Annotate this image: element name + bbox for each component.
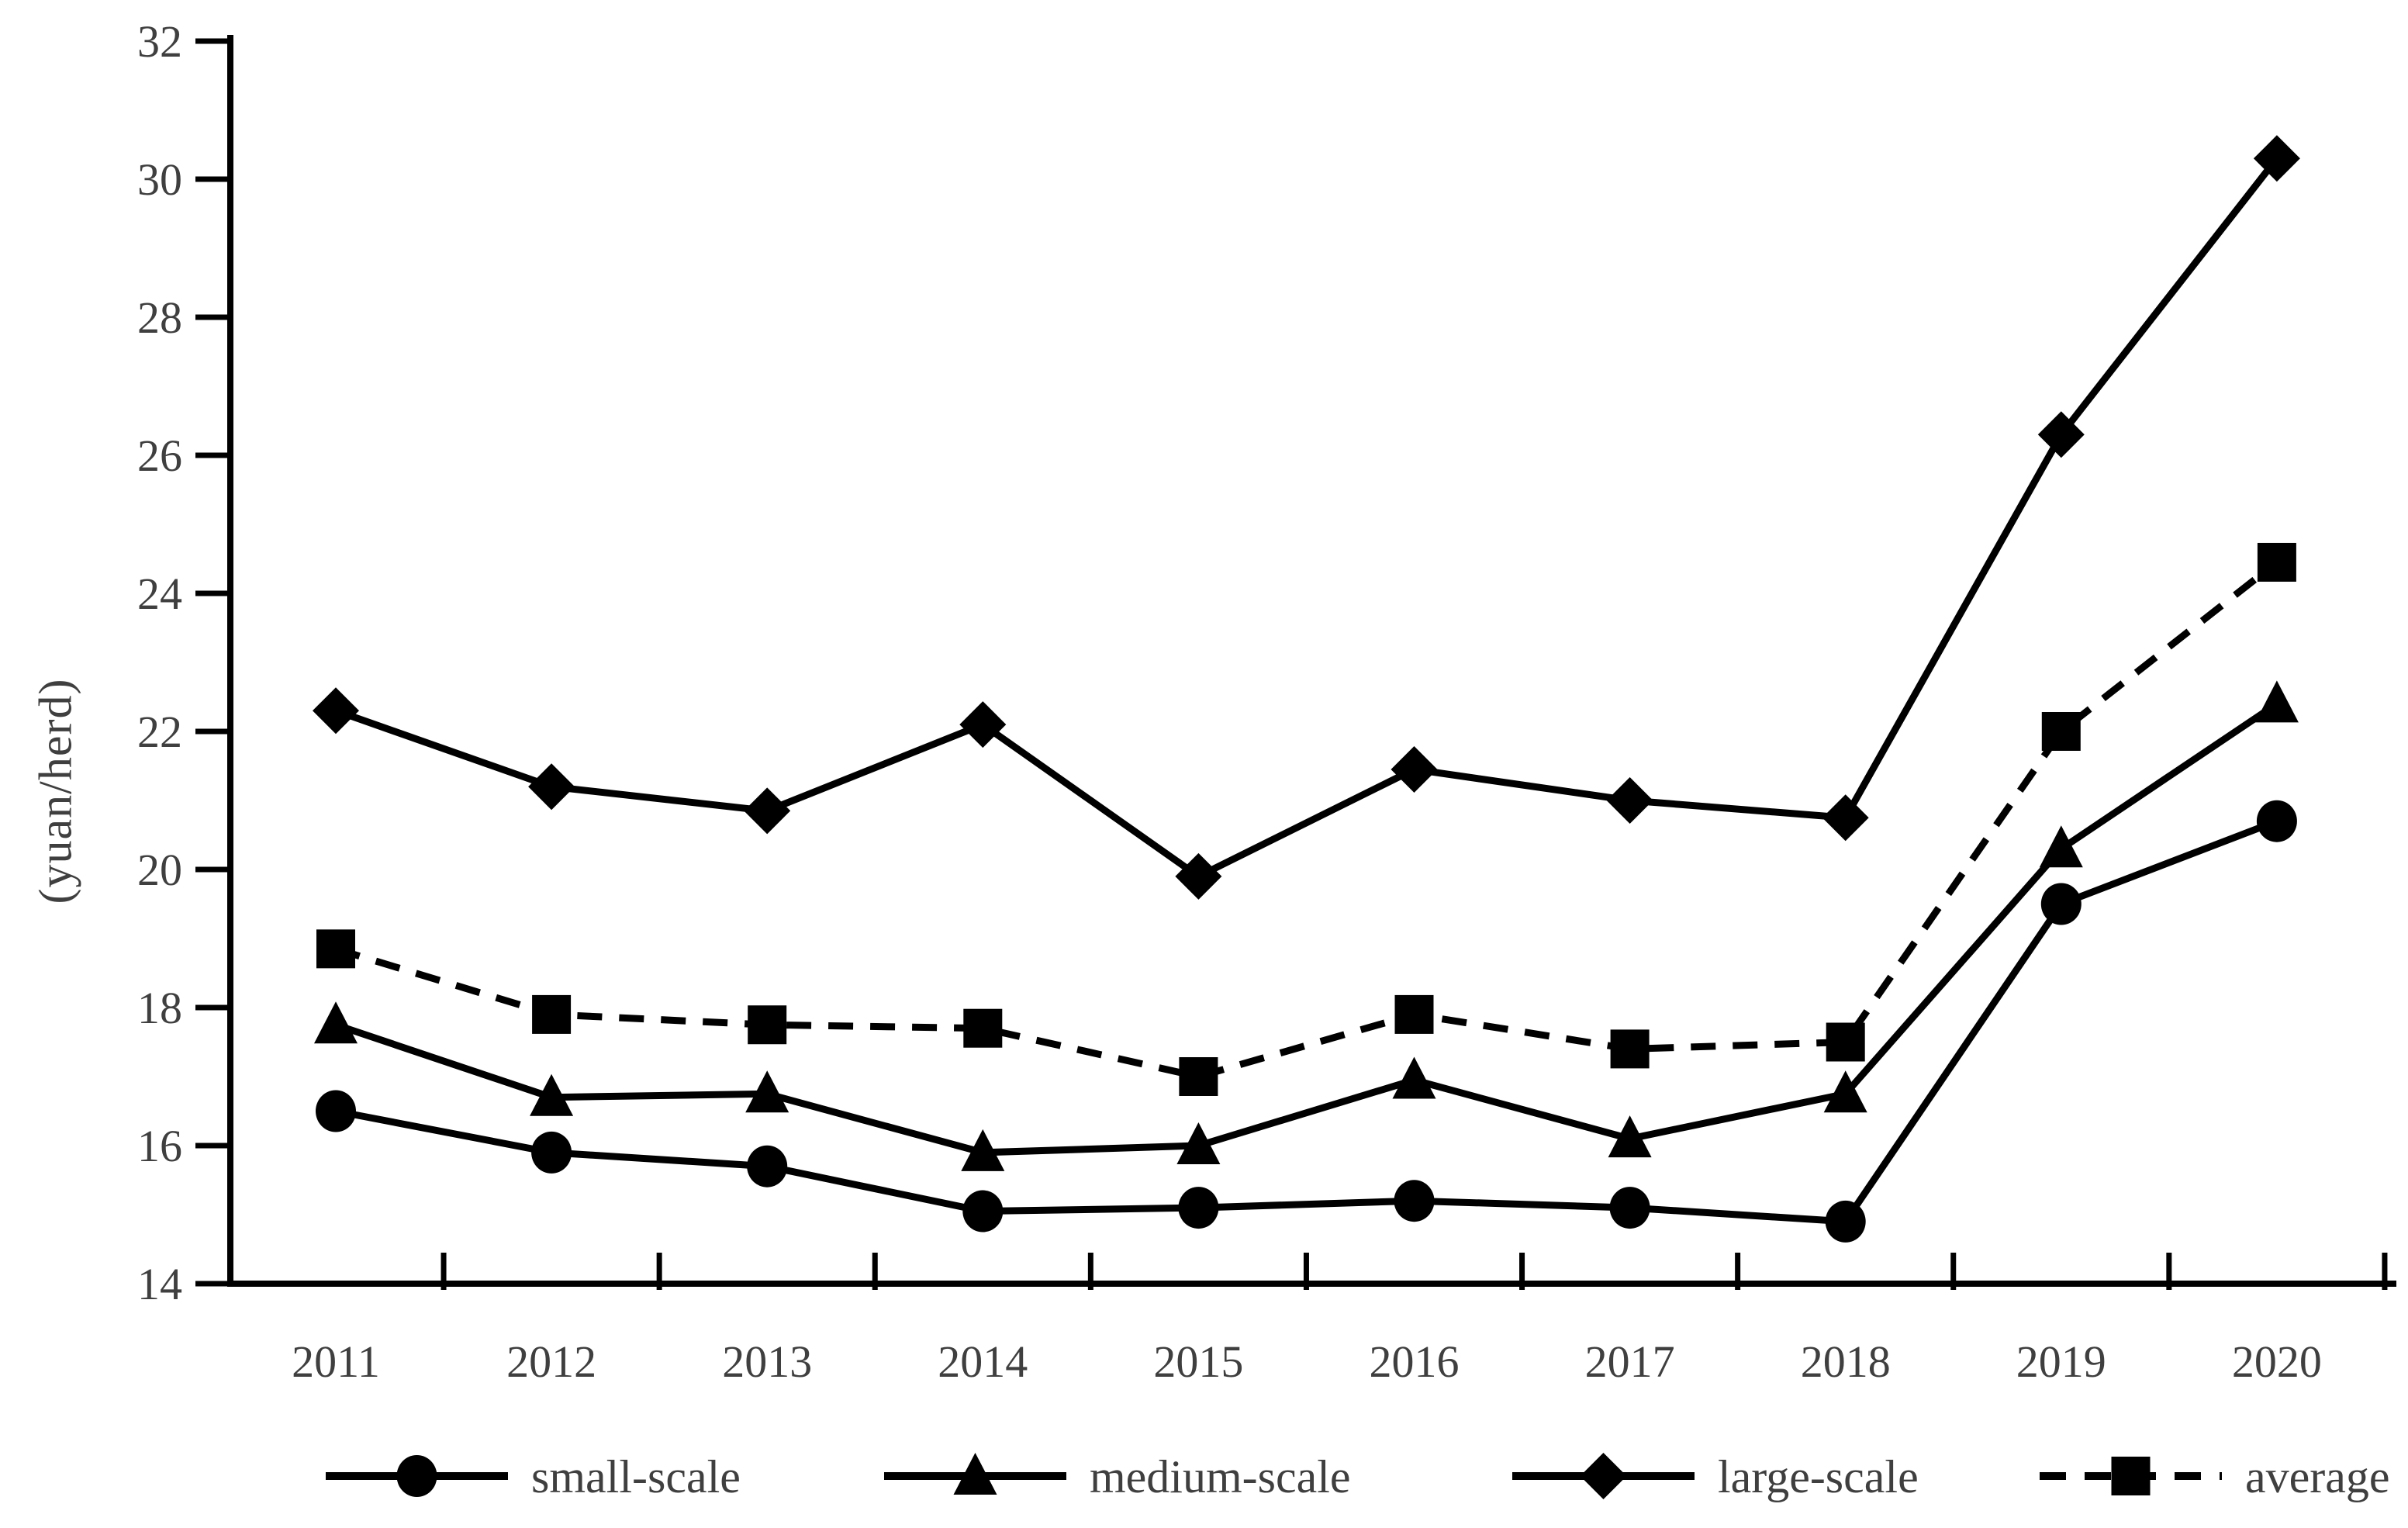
y-tick-label: 22 bbox=[137, 707, 182, 757]
square-marker bbox=[2257, 542, 2296, 582]
y-tick-label: 14 bbox=[137, 1259, 182, 1309]
circle-marker bbox=[316, 1090, 356, 1132]
circle-marker bbox=[1609, 1187, 1650, 1229]
triangle-marker bbox=[745, 1070, 789, 1113]
legend: small-scale medium-scale large-scale averag… bbox=[326, 1451, 2390, 1502]
x-tick-label: 2017 bbox=[1585, 1336, 1675, 1387]
series-large-scale bbox=[313, 135, 2300, 900]
circle-marker bbox=[1178, 1187, 1219, 1229]
y-tick-label: 26 bbox=[137, 430, 182, 481]
x-tick-label: 2012 bbox=[506, 1336, 596, 1387]
x-tick-label: 2014 bbox=[938, 1336, 1028, 1387]
triangle-marker bbox=[2254, 680, 2299, 723]
square-marker bbox=[316, 929, 355, 969]
legend-label-large-scale: large-scale bbox=[1718, 1451, 1919, 1502]
square-marker bbox=[2041, 712, 2081, 751]
triangle-marker bbox=[961, 1129, 1005, 1171]
triangle-marker bbox=[314, 1001, 358, 1044]
circle-marker bbox=[1825, 1200, 1866, 1243]
y-tick-label: 20 bbox=[137, 845, 182, 895]
series-line-medium-scale bbox=[334, 700, 2279, 1156]
triangle-marker bbox=[953, 1453, 997, 1495]
diamond-marker bbox=[1580, 1453, 1627, 1499]
legend-label-average: average bbox=[2245, 1451, 2390, 1502]
x-tick-label: 2011 bbox=[292, 1336, 380, 1387]
series-average bbox=[316, 542, 2296, 1096]
series-line-small-scale bbox=[335, 818, 2278, 1226]
circle-marker bbox=[1394, 1180, 1435, 1222]
axes: 14 16 18 20 22 24 26 28 30 32 2011 2012 2013 2014 2015… bbox=[137, 16, 2396, 1387]
series-line-average bbox=[334, 559, 2279, 1080]
circle-marker bbox=[531, 1131, 572, 1174]
diamond-marker bbox=[528, 763, 575, 811]
x-tick-label: 2018 bbox=[1801, 1336, 1891, 1387]
circle-marker bbox=[2256, 800, 2297, 842]
square-marker bbox=[2111, 1457, 2151, 1495]
square-marker bbox=[1179, 1057, 1218, 1096]
circle-marker bbox=[2040, 883, 2082, 925]
diamond-marker bbox=[959, 701, 1007, 748]
y-tick-label: 24 bbox=[137, 569, 182, 619]
triangle-marker bbox=[1823, 1070, 1867, 1113]
legend-item-small-scale: small-scale bbox=[326, 1451, 741, 1502]
legend-label-small-scale: small-scale bbox=[531, 1451, 741, 1502]
legend-item-average: average bbox=[2040, 1451, 2390, 1502]
diamond-marker bbox=[313, 687, 359, 735]
x-tick-label: 2015 bbox=[1153, 1336, 1243, 1387]
y-tick-label: 18 bbox=[137, 983, 182, 1033]
circle-marker bbox=[962, 1190, 1004, 1232]
square-marker bbox=[532, 994, 572, 1034]
diamond-marker bbox=[1175, 852, 1222, 900]
triangle-marker bbox=[530, 1073, 574, 1116]
triangle-marker bbox=[1608, 1115, 1652, 1158]
triangle-marker bbox=[1176, 1122, 1221, 1164]
legend-item-medium-scale: medium-scale bbox=[884, 1451, 1351, 1502]
y-tick-label: 16 bbox=[137, 1121, 182, 1171]
series-medium-scale bbox=[314, 680, 2299, 1171]
square-marker bbox=[1826, 1022, 1865, 1062]
square-marker bbox=[963, 1008, 1003, 1048]
circle-marker bbox=[747, 1145, 788, 1187]
x-tick-label: 2016 bbox=[1370, 1336, 1460, 1387]
circle-marker bbox=[396, 1455, 437, 1497]
series-small-scale bbox=[316, 800, 2297, 1243]
y-tick-label: 30 bbox=[137, 154, 182, 205]
y-tick-label: 32 bbox=[137, 16, 182, 67]
series-line-large-scale bbox=[334, 156, 2280, 881]
x-tick-label: 2013 bbox=[722, 1336, 812, 1387]
y-tick-label: 28 bbox=[137, 292, 182, 343]
square-marker bbox=[748, 1005, 787, 1045]
square-marker bbox=[1610, 1029, 1650, 1069]
diamond-marker bbox=[1391, 745, 1438, 793]
triangle-marker bbox=[2039, 825, 2083, 868]
triangle-marker bbox=[1392, 1056, 1436, 1099]
legend-item-large-scale: large-scale bbox=[1512, 1451, 1919, 1502]
x-tick-label: 2019 bbox=[2016, 1336, 2106, 1387]
diamond-marker bbox=[744, 787, 791, 835]
legend-label-medium-scale: medium-scale bbox=[1090, 1451, 1351, 1502]
diamond-marker bbox=[2253, 135, 2300, 182]
diamond-marker bbox=[1822, 794, 1869, 842]
square-marker bbox=[1394, 994, 1434, 1034]
x-tick-label: 2020 bbox=[2232, 1336, 2322, 1387]
diamond-marker bbox=[1606, 777, 1653, 824]
diamond-marker bbox=[2037, 411, 2085, 458]
